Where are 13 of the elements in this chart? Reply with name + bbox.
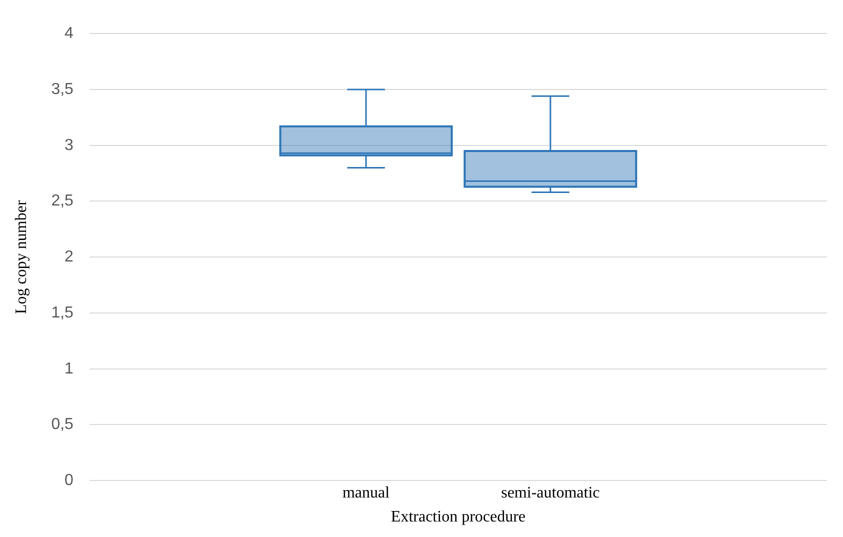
y-tick-label: 0 <box>64 472 74 490</box>
y-axis-title: Log copy number <box>12 200 30 314</box>
y-tick-label: 1,5 <box>51 304 74 322</box>
y-tick-label: 0,5 <box>51 416 74 434</box>
y-tick-label: 3 <box>64 136 74 154</box>
x-tick-label: manual <box>342 484 390 502</box>
y-tick-label: 4 <box>64 25 74 42</box>
y-tick-label: 2,5 <box>51 192 74 210</box>
y-tick-label: 3,5 <box>51 80 74 98</box>
y-tick-label: 1 <box>64 360 74 378</box>
y-tick-label: 2 <box>64 248 74 266</box>
x-axis-title: Extraction procedure <box>390 508 526 526</box>
x-tick-label: semi-automatic <box>501 484 600 502</box>
